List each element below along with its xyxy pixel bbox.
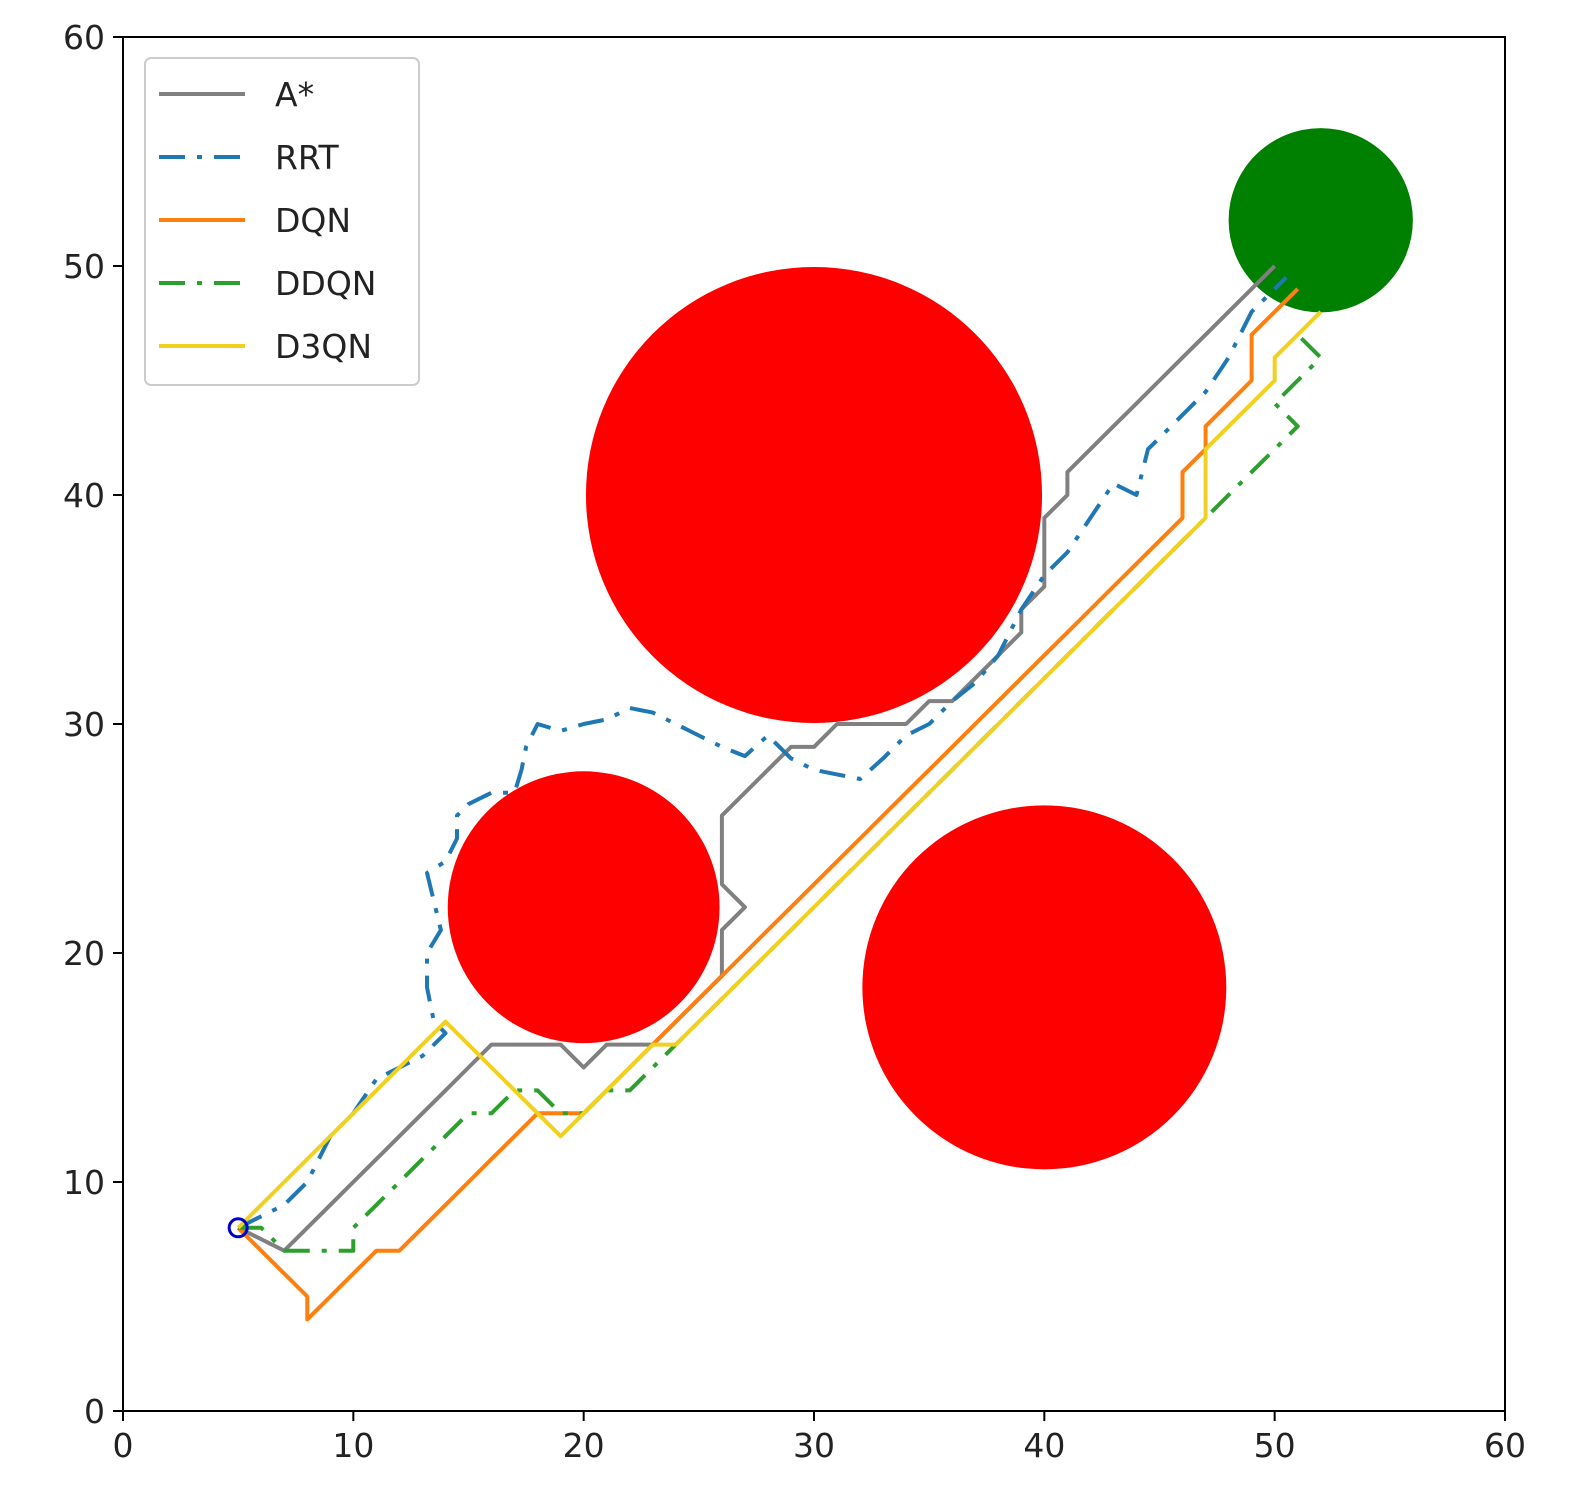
start-layer bbox=[227, 1217, 249, 1239]
obstacle-circle-1 bbox=[585, 266, 1043, 724]
y-tick-label: 20 bbox=[63, 934, 105, 973]
obstacle-circle-3 bbox=[862, 805, 1227, 1170]
legend-label: DDQN bbox=[275, 264, 376, 303]
y-tick-label: 30 bbox=[63, 705, 105, 744]
x-tick-label: 50 bbox=[1254, 1426, 1296, 1465]
legend-label: D3QN bbox=[275, 327, 372, 366]
x-tick-label: 10 bbox=[332, 1426, 374, 1465]
x-tick-label: 0 bbox=[113, 1426, 134, 1465]
y-tick-label: 10 bbox=[63, 1163, 105, 1202]
y-tick-label: 60 bbox=[63, 18, 105, 57]
obstacles-layer bbox=[447, 128, 1413, 1170]
x-tick-label: 20 bbox=[563, 1426, 605, 1465]
series-line-ddqn bbox=[238, 333, 1323, 1253]
series-layer bbox=[236, 264, 1323, 1322]
series-line-dqn bbox=[236, 287, 1300, 1322]
x-tick-label: 60 bbox=[1484, 1426, 1526, 1465]
legend-box bbox=[144, 57, 420, 386]
x-tick-label: 40 bbox=[1023, 1426, 1065, 1465]
y-tick-label: 50 bbox=[63, 247, 105, 286]
start-marker bbox=[227, 1217, 249, 1239]
obstacle-circle-2 bbox=[447, 771, 720, 1044]
axes-layer: 0 10 20 30 40 50 60 0 10 20 30 40 50 60 bbox=[63, 18, 1526, 1465]
series-line-a bbox=[237, 264, 1277, 1253]
series-line-rrt bbox=[237, 276, 1288, 1230]
legend-label: DQN bbox=[275, 201, 351, 240]
x-tick-label: 30 bbox=[793, 1426, 835, 1465]
y-tick-label: 0 bbox=[84, 1392, 105, 1431]
legend-label: RRT bbox=[275, 138, 339, 177]
series-line-d3qn bbox=[236, 310, 1323, 1230]
legend-label: A* bbox=[275, 75, 314, 114]
y-tick-label: 40 bbox=[63, 476, 105, 515]
legend: A* RRT DQN DDQN D3QN bbox=[144, 57, 420, 386]
